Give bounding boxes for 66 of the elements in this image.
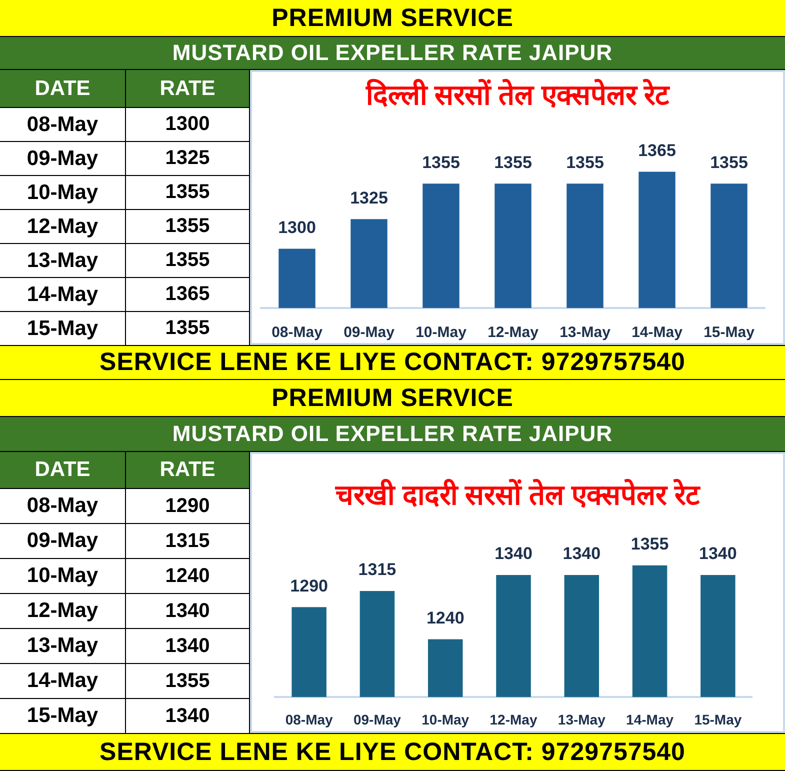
- data-label: 1355: [630, 534, 669, 554]
- data-label: 1340: [164, 634, 211, 658]
- category-label: 12-May: [0, 594, 126, 628]
- text: SERVICE LENE KE LIYE CONTACT: 9729757540: [100, 348, 686, 377]
- data-label: 1340: [699, 544, 737, 564]
- x-tick-label: 14-May: [632, 324, 684, 342]
- x-tick-label: 15-May: [694, 711, 742, 728]
- data-label: 1340: [164, 598, 211, 624]
- data-label: 1325: [350, 188, 388, 208]
- data-label: 1365: [164, 282, 211, 307]
- data-label: 1355: [710, 152, 748, 172]
- category-label: 13-May: [0, 244, 126, 277]
- x-tick-label: 12-May: [490, 711, 538, 728]
- x-tick-label: 08-May: [285, 711, 334, 728]
- x-tick-label: 13-May: [558, 711, 606, 728]
- category-label: 14-May: [0, 664, 126, 698]
- text: DATE: [34, 76, 90, 100]
- x-tick-label: 12-May: [488, 324, 540, 342]
- text: चरखी दादरी सरसों तेल एक्सपेलर रेट: [334, 478, 700, 511]
- chart-subtitle: MUSTARD OIL EXPELLER RATE JAIPUR: [172, 421, 613, 447]
- data-label: 1355: [164, 668, 211, 694]
- data-label: 1365: [638, 140, 676, 160]
- data-label: 1240: [426, 608, 464, 628]
- chart-title: दिल्ली सरसों तेल एक्सपेलर रेट: [364, 78, 670, 111]
- category-label: 13-May: [0, 629, 126, 663]
- data-label: 1355: [422, 152, 460, 172]
- data-label: 1340: [562, 544, 601, 564]
- data-label: 1340: [164, 704, 211, 728]
- data-label: 1355: [164, 316, 211, 341]
- data-label: 1355: [164, 180, 211, 205]
- category-label: 08-May: [0, 489, 126, 523]
- data-label: 1315: [358, 560, 396, 580]
- category-label: 09-May: [0, 524, 126, 558]
- text: RATE: [160, 76, 216, 100]
- category-label: 10-May: [0, 559, 126, 593]
- category-label: 14-May: [0, 278, 126, 311]
- x-tick-label: 10-May: [416, 324, 468, 342]
- x-tick-label: 13-May: [560, 324, 612, 342]
- text: PREMIUM SERVICE: [272, 4, 514, 32]
- data-label: 1355: [164, 248, 211, 273]
- data-label: 1340: [494, 544, 532, 564]
- category-label: 10-May: [0, 176, 126, 209]
- text: PREMIUM SERVICE: [272, 384, 514, 412]
- x-tick-label: 09-May: [353, 711, 402, 728]
- data-label: 1355: [566, 152, 604, 172]
- data-label: 1290: [164, 494, 211, 518]
- x-tick-label: 09-May: [344, 324, 396, 342]
- category-label: 09-May: [0, 142, 126, 175]
- data-label: 1290: [290, 576, 328, 596]
- x-tick-label: 08-May: [272, 324, 324, 342]
- data-label: 1355: [494, 152, 532, 172]
- text: SERVICE LENE KE LIYE CONTACT: 9729757540: [100, 738, 686, 766]
- data-label: 1300: [164, 112, 211, 137]
- category-label: 12-May: [0, 210, 126, 243]
- text: DATE: [34, 458, 90, 482]
- x-tick-label: 15-May: [704, 324, 756, 342]
- data-label: 1355: [164, 214, 211, 239]
- data-label: 1325: [164, 146, 211, 171]
- x-tick-label: 10-May: [422, 711, 470, 728]
- data-label: 1300: [278, 218, 316, 237]
- text: RATE: [160, 458, 216, 482]
- data-label: 1315: [164, 528, 211, 554]
- chart-subtitle: MUSTARD OIL EXPELLER RATE JAIPUR: [172, 40, 613, 66]
- x-tick-label: 14-May: [626, 711, 674, 728]
- category-label: 08-May: [0, 108, 126, 141]
- data-label: 1240: [164, 564, 211, 588]
